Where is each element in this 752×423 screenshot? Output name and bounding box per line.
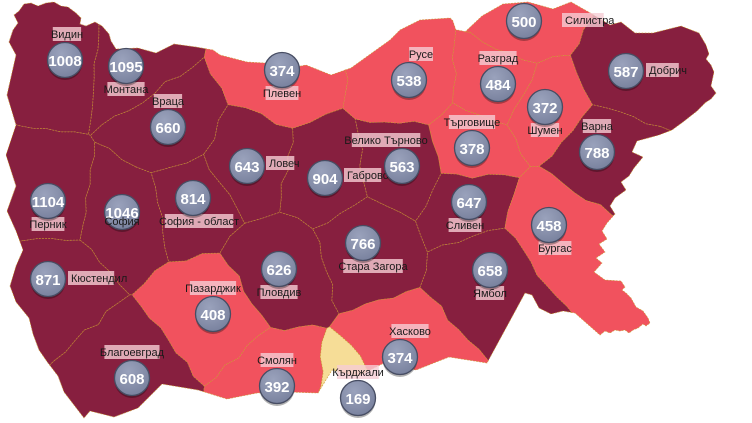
- svg-text:374: 374: [387, 350, 413, 367]
- svg-text:Варна: Варна: [581, 121, 614, 133]
- svg-text:458: 458: [536, 218, 561, 235]
- svg-text:766: 766: [350, 236, 375, 253]
- svg-text:647: 647: [456, 195, 481, 212]
- svg-text:София: София: [104, 216, 139, 228]
- svg-text:374: 374: [269, 63, 295, 80]
- svg-text:563: 563: [389, 159, 414, 176]
- svg-text:Велико Търново: Велико Търново: [344, 135, 428, 147]
- svg-text:372: 372: [532, 100, 557, 117]
- svg-text:871: 871: [35, 272, 60, 289]
- svg-text:София - област: София - област: [159, 216, 239, 228]
- svg-text:1008: 1008: [48, 53, 81, 70]
- svg-text:Благоевград: Благоевград: [100, 347, 165, 359]
- svg-text:392: 392: [264, 379, 289, 396]
- svg-text:Русе: Русе: [409, 49, 433, 61]
- svg-text:Бургас: Бургас: [538, 243, 572, 255]
- svg-text:Сливен: Сливен: [446, 220, 484, 232]
- svg-text:904: 904: [312, 171, 338, 188]
- svg-text:660: 660: [155, 120, 180, 137]
- svg-text:Пазарджик: Пазарджик: [185, 283, 241, 295]
- svg-text:1095: 1095: [109, 59, 142, 76]
- svg-text:814: 814: [180, 191, 206, 208]
- svg-text:Смолян: Смолян: [257, 355, 297, 367]
- svg-text:484: 484: [485, 77, 511, 94]
- svg-text:788: 788: [584, 145, 609, 162]
- svg-text:169: 169: [345, 391, 370, 408]
- svg-text:Враца: Враца: [152, 96, 185, 108]
- svg-text:608: 608: [119, 371, 144, 388]
- svg-text:Ловеч: Ловеч: [269, 158, 300, 170]
- svg-text:538: 538: [396, 73, 421, 90]
- svg-text:Добрич: Добрич: [649, 65, 687, 77]
- svg-text:Видин: Видин: [51, 29, 83, 41]
- svg-text:Кюстендил: Кюстендил: [71, 273, 127, 285]
- svg-text:Габрово: Габрово: [347, 170, 389, 182]
- svg-text:587: 587: [613, 64, 638, 81]
- svg-text:Силистра: Силистра: [565, 15, 615, 27]
- svg-text:Стара Загора: Стара Загора: [338, 261, 408, 273]
- svg-text:500: 500: [511, 14, 536, 31]
- svg-text:378: 378: [459, 141, 484, 158]
- svg-text:658: 658: [477, 263, 502, 280]
- svg-text:Хасково: Хасково: [389, 326, 431, 338]
- svg-text:408: 408: [200, 307, 225, 324]
- svg-text:626: 626: [266, 262, 291, 279]
- svg-text:Разград: Разград: [478, 53, 519, 65]
- svg-text:1104: 1104: [32, 194, 65, 211]
- svg-text:Кърджали: Кърджали: [332, 367, 384, 379]
- svg-text:Търговище: Търговище: [444, 117, 501, 129]
- svg-text:643: 643: [234, 159, 259, 176]
